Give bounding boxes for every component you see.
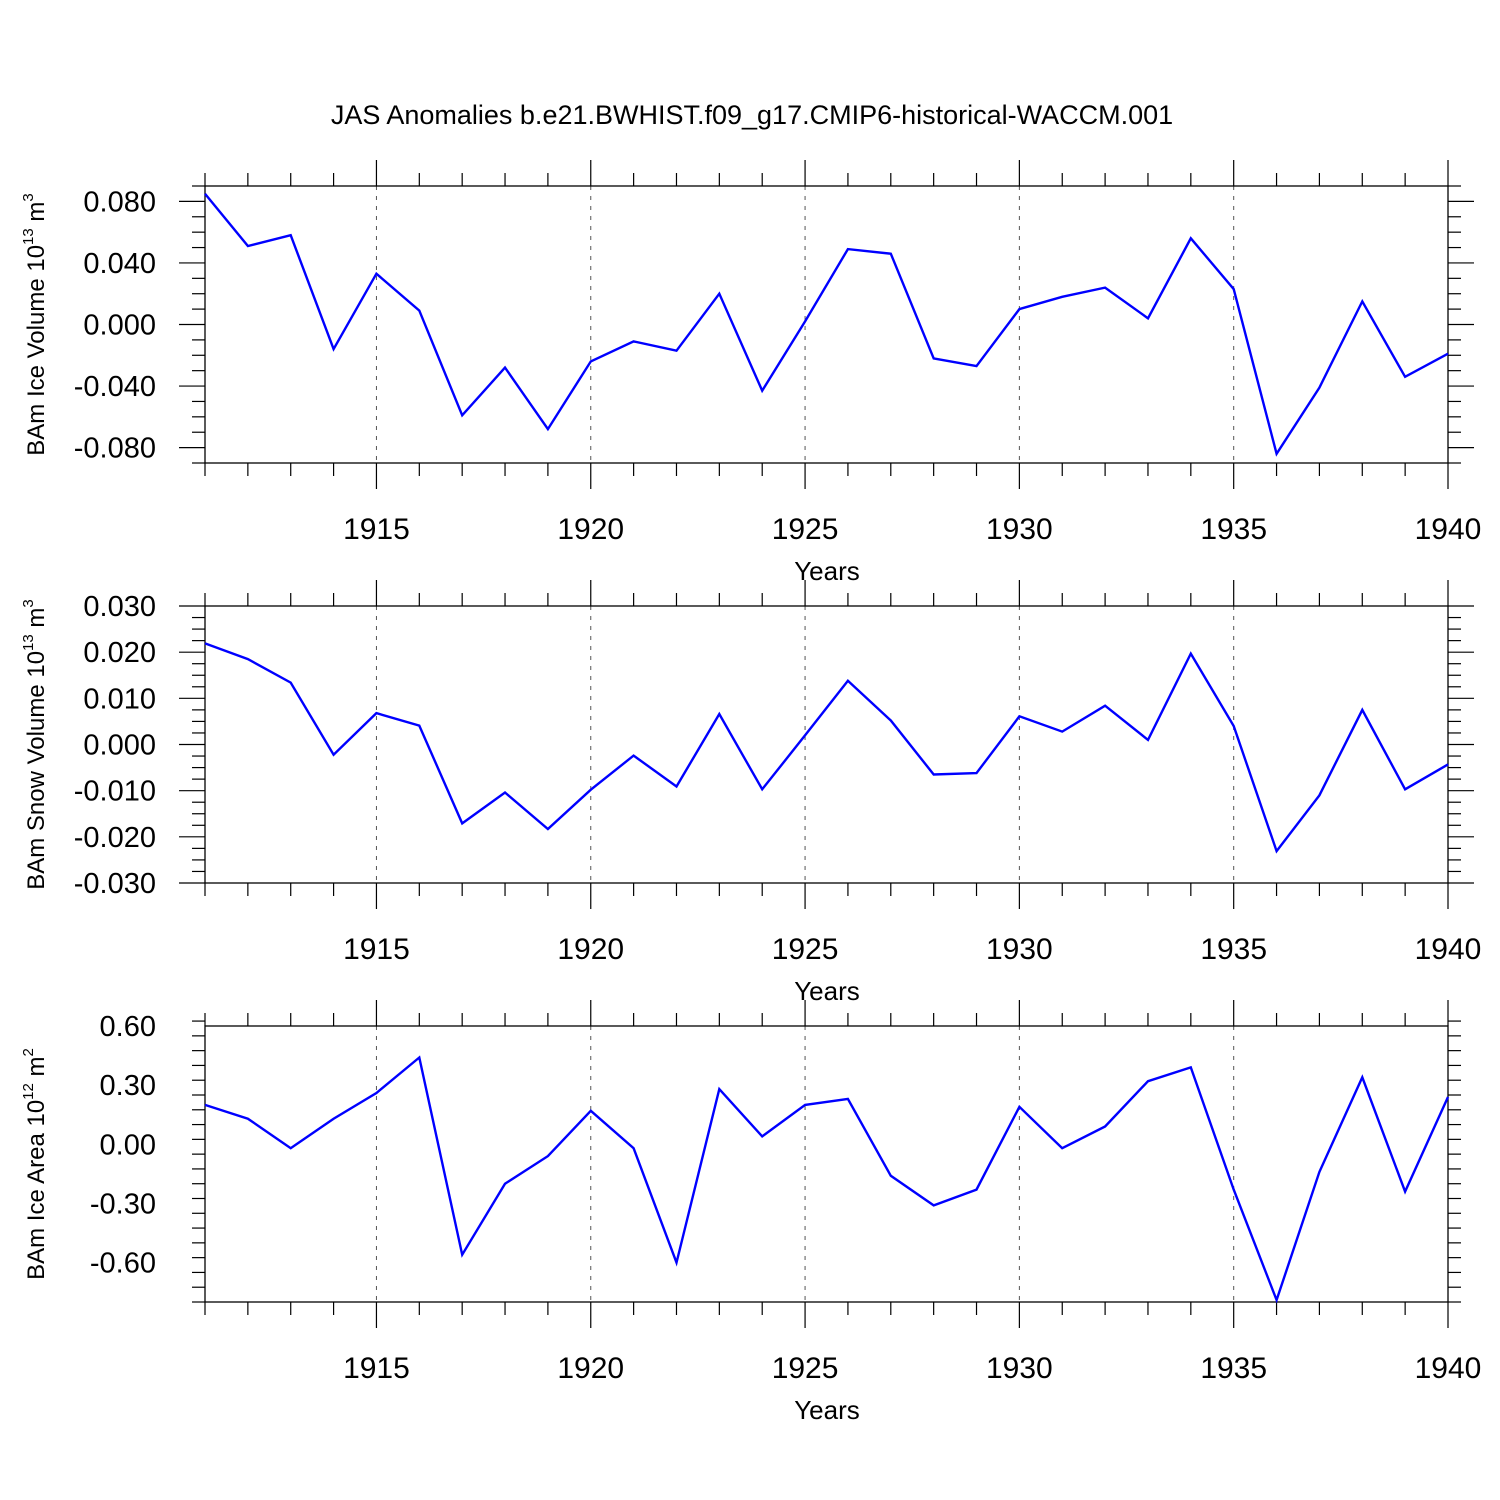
y-tick-label: -0.30 [90,1188,156,1220]
y-tick-label: 0.30 [100,1070,156,1102]
x-tick-label: 1925 [772,933,839,966]
y-axis-label: BAm Ice Volume 1013 m3 [20,193,50,455]
x-tick-label: 1920 [557,513,624,546]
x-tick-label: 1940 [1415,1352,1482,1385]
y-tick-label: 0.00 [100,1129,156,1161]
x-tick-label: 1935 [1200,513,1267,546]
y-tick-label: 0.010 [83,683,156,715]
x-tick-label: 1940 [1415,513,1482,546]
chart-panel-3: -0.60 -0.30 0.00 0.30 0.60 1915 1920 1925 1930 19… [20,1000,1481,1425]
y-axis-label: BAm Ice Area 1012 m2 [20,1048,50,1280]
x-axis-label: Years [794,1395,860,1425]
y-tick-label: -0.080 [74,433,156,465]
x-tick-label: 1930 [986,1352,1053,1385]
y-tick-label: 0.080 [83,186,156,218]
y-tick-label: 0.030 [83,591,156,623]
x-tick-label: 1915 [343,933,410,966]
chart-panel-1: -0.080 -0.040 0.000 0.040 0.080 1915 1920 1925 1… [20,160,1481,586]
x-tick-label: 1915 [343,513,410,546]
y-axis-label: BAm Snow Volume 1013 m3 [20,599,50,890]
x-axis-label: Years [794,976,860,1006]
x-tick-label: 1925 [772,1352,839,1385]
x-axis-label: Years [794,556,860,586]
figure-title: JAS Anomalies b.e21.BWHIST.f09_g17.CMIP6… [331,100,1173,130]
x-tick-label: 1935 [1200,1352,1267,1385]
plot-frame [204,1025,1449,1303]
series-line [204,642,1449,854]
x-tick-label: 1935 [1200,933,1267,966]
x-tick-label: 1915 [343,1352,410,1385]
x-tick-label: 1930 [986,513,1053,546]
y-tick-label: 0.040 [83,248,156,280]
series-line [204,192,1449,457]
y-tick-label: -0.010 [74,776,156,808]
x-tick-label: 1930 [986,933,1053,966]
y-tick-label: 0.020 [83,637,156,669]
y-tick-label: -0.030 [74,868,156,900]
x-tick-label: 1925 [772,513,839,546]
x-tick-label: 1940 [1415,933,1482,966]
x-tick-label: 1920 [557,1352,624,1385]
plot-frame [204,605,1449,884]
y-tick-label: -0.020 [74,822,156,854]
y-tick-label: 0.60 [100,1011,156,1043]
plot-frame [204,185,1449,464]
y-tick-label: 0.000 [83,310,156,342]
x-tick-label: 1920 [557,933,624,966]
chart-panels: -0.080 -0.040 0.000 0.040 0.080 1915 1920 1925 1… [20,160,1481,1425]
chart-panel-2: -0.030 -0.020 -0.010 0.000 0.010 0.020 0.030 19… [20,580,1481,1006]
series-line [204,1055,1450,1304]
y-tick-label: -0.040 [74,371,156,403]
y-tick-label: 0.000 [83,730,156,762]
y-tick-label: -0.60 [90,1248,156,1280]
